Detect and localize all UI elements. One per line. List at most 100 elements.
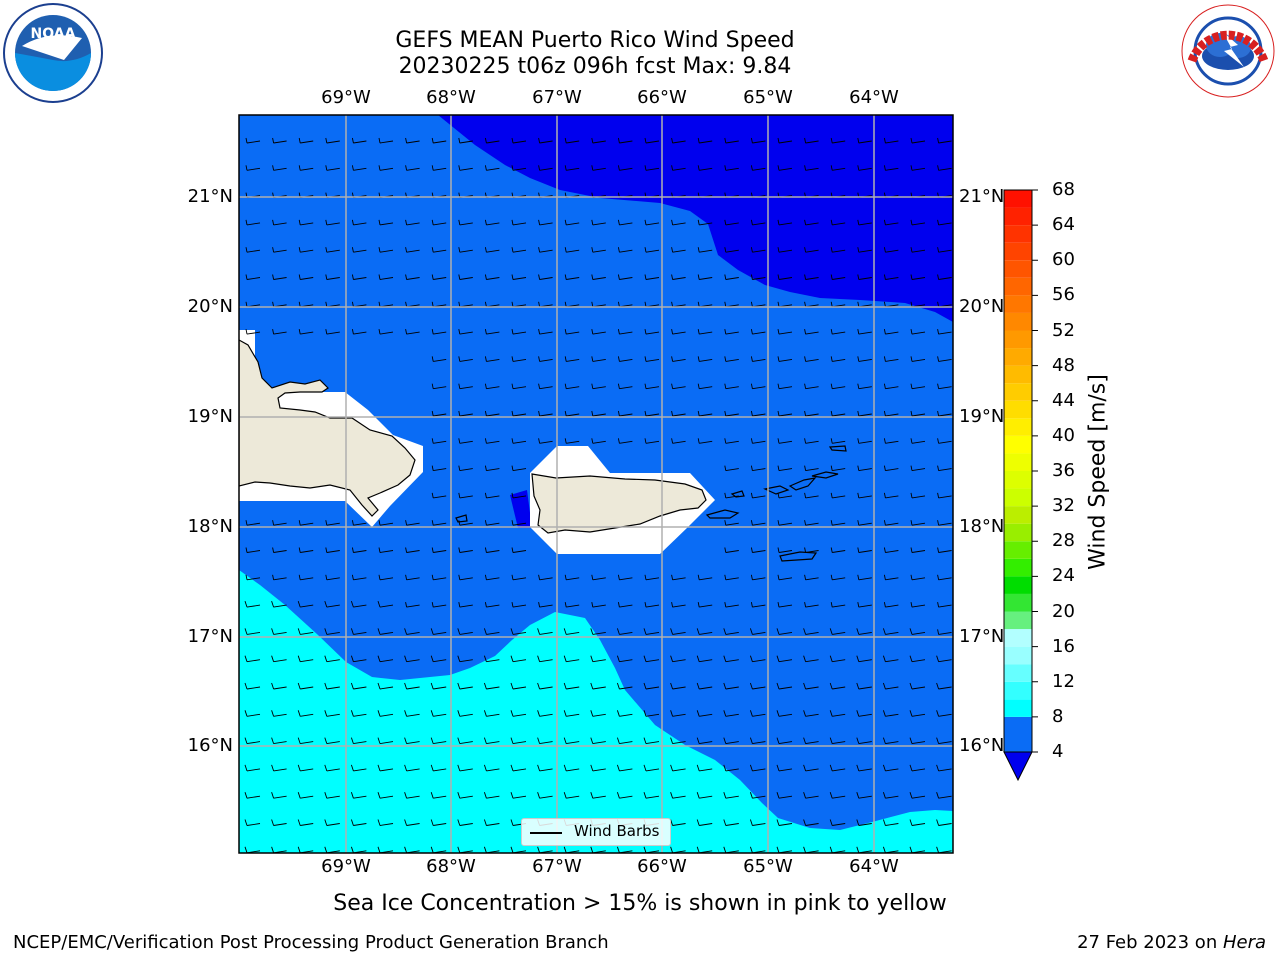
- lat-label-right: 18°N: [959, 516, 1005, 537]
- colorbar-segment: [1004, 242, 1032, 261]
- wind-barb: [829, 819, 846, 826]
- wind-barb: [937, 492, 952, 499]
- wind-barb: [883, 247, 899, 253]
- wind-barb: [910, 165, 926, 171]
- wind-barb: [804, 602, 819, 608]
- wind-barb: [643, 710, 660, 717]
- wind-barb: [724, 602, 739, 608]
- colorbar-segment: [1004, 453, 1032, 471]
- wind-barb: [644, 219, 660, 226]
- wind-barb: [458, 274, 473, 280]
- wind-barb: [644, 247, 660, 253]
- lon-label-bottom: 64°W: [849, 856, 899, 877]
- wind-barb: [484, 438, 500, 444]
- wind-barb: [564, 165, 580, 171]
- colorbar-tick-label: 20: [1052, 600, 1075, 622]
- wind-barb: [298, 247, 314, 253]
- wind-barb: [405, 137, 420, 144]
- wind-barb: [670, 764, 686, 772]
- wind-barb: [829, 737, 846, 745]
- wind-barb: [777, 274, 793, 280]
- wind-barb: [431, 438, 447, 444]
- colorbar-tick-label: 48: [1052, 354, 1075, 376]
- wind-barb: [749, 737, 766, 745]
- wind-barb: [271, 792, 287, 799]
- wind-barb: [750, 492, 766, 499]
- wind-barb: [430, 682, 447, 690]
- wind-barb: [537, 764, 553, 772]
- wind-barb: [458, 329, 473, 335]
- wind-barb: [936, 655, 952, 663]
- colorbar-segment: [1004, 207, 1032, 226]
- wind-barb: [671, 274, 686, 280]
- wind-barb: [883, 465, 899, 472]
- lat-label-right: 21°N: [959, 186, 1005, 207]
- colorbar-tick-label: 12: [1052, 670, 1075, 692]
- wind-barb: [511, 602, 527, 608]
- wind-barb: [830, 165, 846, 171]
- wind-barb: [351, 520, 367, 526]
- wind-barb: [430, 819, 447, 826]
- wind-barb: [830, 274, 846, 280]
- wind-barb: [351, 137, 367, 144]
- wind-barb: [458, 492, 473, 499]
- wind-barb: [511, 137, 527, 144]
- lat-label-left: 18°N: [187, 516, 233, 537]
- wind-barb: [777, 356, 793, 362]
- wind-barb: [883, 602, 899, 608]
- wind-barb: [271, 710, 287, 717]
- colorbar-segment: [1004, 312, 1032, 331]
- wind-barb: [937, 274, 952, 280]
- wind-barb: [564, 383, 580, 390]
- wind-barb: [749, 655, 766, 663]
- colorbar-segment: [1004, 330, 1032, 349]
- wind-barb: [484, 356, 500, 362]
- wind-barb: [856, 710, 872, 717]
- wind-barb: [724, 247, 739, 253]
- wind-barb: [671, 219, 686, 226]
- lon-label-bottom: 69°W: [321, 856, 371, 877]
- wind-barb: [272, 547, 287, 553]
- colorbar-tick-label: 68: [1052, 179, 1075, 200]
- legend: Wind Barbs: [521, 818, 671, 846]
- wind-barb: [910, 383, 926, 390]
- wind-barb: [538, 247, 553, 253]
- wind-barb: [458, 410, 473, 417]
- wind-barb: [484, 137, 500, 144]
- wind-barb: [297, 682, 314, 690]
- wind-barb: [590, 792, 606, 799]
- colorbar-segment: [1004, 611, 1032, 630]
- wind-barb: [245, 329, 261, 335]
- wind-barb: [617, 219, 633, 226]
- wind-barb: [829, 682, 846, 690]
- wind-barb: [298, 329, 314, 335]
- wind-barb: [883, 356, 899, 362]
- wind-barb: [405, 574, 420, 581]
- lon-label-bottom: 66°W: [637, 856, 687, 877]
- wind-barb: [431, 465, 447, 472]
- wind-barb: [298, 520, 314, 526]
- wind-barb: [804, 383, 819, 390]
- wind-barb: [804, 410, 819, 417]
- lon-label-bottom: 68°W: [426, 856, 476, 877]
- wind-barb: [723, 819, 739, 826]
- wind-barb: [430, 764, 447, 772]
- wind-barb: [484, 274, 500, 280]
- wind-barb: [378, 274, 394, 280]
- wind-barb: [936, 792, 952, 799]
- wind-barb: [909, 737, 926, 745]
- wind-barb: [378, 329, 394, 335]
- wind-barb: [538, 329, 553, 335]
- wind-barb: [510, 710, 527, 717]
- wind-barb: [616, 792, 633, 799]
- wind-barb: [297, 600, 314, 608]
- wind-barb: [883, 274, 899, 280]
- wind-barb: [697, 274, 713, 280]
- wind-barb: [856, 792, 872, 799]
- nws-logo: [1178, 1, 1278, 101]
- high-wind-region-south: [239, 570, 953, 853]
- colorbar-segment: [1004, 365, 1032, 384]
- lat-label-left: 19°N: [187, 406, 233, 427]
- wind-barb: [351, 247, 367, 253]
- wind-barb: [325, 219, 340, 226]
